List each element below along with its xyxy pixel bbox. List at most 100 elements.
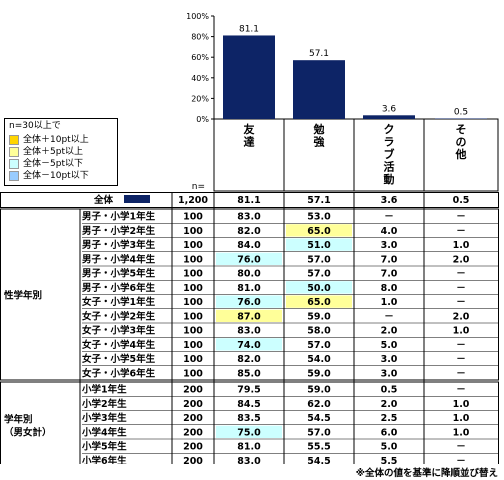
row-value: 76.0: [237, 254, 261, 265]
row-value: －: [384, 212, 394, 223]
bar-1: [293, 60, 345, 119]
bar-value-label: 81.1: [239, 24, 259, 34]
category-label: クラブ活動: [384, 123, 395, 186]
row-value: 54.0: [307, 354, 331, 365]
highlight-cell: [216, 425, 282, 438]
row-label: 女子・小学6年生: [82, 367, 156, 379]
bar-value-label: 0.5: [454, 107, 468, 117]
highlight-cell: [286, 281, 352, 294]
row-label: 小学1年生: [81, 384, 127, 396]
row-n: 100: [183, 368, 203, 379]
row-value: 51.0: [307, 240, 331, 251]
row-value: 57.0: [307, 269, 331, 280]
row-value: 5.0: [381, 340, 398, 351]
row-value: 74.0: [237, 340, 261, 351]
legend-swatch: [9, 171, 19, 181]
group-frame: [0, 381, 499, 464]
row-value: 65.0: [307, 297, 331, 308]
row-n: 100: [183, 254, 203, 265]
row-n: 100: [183, 269, 203, 280]
row-value: －: [456, 212, 466, 223]
row-value: 57.0: [307, 254, 331, 265]
category-label: 勉強: [313, 122, 325, 149]
row-value: 76.0: [237, 297, 261, 308]
row-label: 男子・小学4年生: [82, 253, 156, 265]
row-label: 男子・小学5年生: [82, 268, 156, 280]
row-label: 小学3年生: [81, 412, 127, 424]
group-frame: [0, 208, 499, 381]
row-label: 小学5年生: [81, 441, 127, 453]
row-value: 59.0: [307, 385, 331, 396]
total-value: 81.1: [237, 195, 260, 206]
row-value: －: [456, 456, 466, 464]
highlight-cell: [286, 238, 352, 251]
row-n: 100: [183, 226, 203, 237]
group-label: 学年別（男女計）: [4, 413, 52, 438]
row-value: 81.0: [237, 442, 261, 453]
category-label: 友達: [244, 122, 255, 149]
legend-item: 全体＋5pt以上: [5, 146, 117, 158]
row-label: 男子・小学6年生: [82, 282, 156, 294]
row-value: 7.0: [381, 269, 398, 280]
bar-0: [223, 35, 275, 120]
row-value: 65.0: [307, 226, 331, 237]
group-label: 性学年別: [4, 290, 42, 302]
row-label: 男子・小学3年生: [82, 239, 156, 251]
row-value: 59.0: [307, 368, 331, 379]
row-label: 小学4年生: [81, 426, 127, 438]
total-label: 全体: [93, 194, 114, 206]
n-header: n=: [192, 182, 205, 192]
legend-title: n=30以上で: [9, 121, 61, 131]
row-n: 100: [183, 311, 203, 322]
row-value: 54.5: [307, 456, 330, 464]
highlight-cell: [216, 252, 282, 265]
bar-value-label: 3.6: [382, 104, 397, 114]
row-label: 女子・小学5年生: [82, 353, 156, 365]
legend-item: 全体－10pt以下: [5, 170, 117, 182]
row-value: 5.5: [381, 456, 398, 464]
row-value: －: [456, 297, 466, 308]
row-n: 200: [183, 413, 203, 424]
row-value: 57.0: [307, 340, 331, 351]
row-n: 200: [183, 385, 203, 396]
row-value: 85.0: [237, 368, 261, 379]
total-value: 57.1: [307, 195, 330, 206]
row-value: 2.0: [453, 311, 470, 322]
row-label: 女子・小学2年生: [82, 310, 156, 322]
highlight-cell: [216, 338, 282, 351]
legend-label: 全体＋5pt以上: [23, 146, 83, 157]
y-tick-label: 80%: [191, 33, 209, 42]
row-value: －: [456, 368, 466, 379]
row-value: 5.0: [381, 442, 398, 453]
row-value: －: [384, 311, 394, 322]
row-value: 84.0: [237, 240, 261, 251]
row-value: 3.0: [381, 354, 398, 365]
row-value: 55.5: [307, 442, 330, 453]
row-value: －: [456, 442, 466, 453]
row-value: －: [456, 340, 466, 351]
row-n: 100: [183, 326, 203, 337]
row-n: 200: [183, 399, 203, 410]
bar-3: [435, 118, 487, 119]
row-value: 58.0: [307, 326, 331, 337]
row-value: 82.0: [237, 354, 261, 365]
row-value: 83.0: [237, 326, 261, 337]
row-value: 1.0: [453, 326, 470, 337]
row-value: 2.5: [381, 413, 398, 424]
row-value: －: [456, 283, 466, 294]
total-value: 0.5: [453, 195, 470, 206]
row-value: 83.0: [237, 456, 261, 464]
row-value: 82.0: [237, 226, 261, 237]
row-value: 84.5: [237, 399, 260, 410]
row-value: 83.0: [237, 212, 261, 223]
row-label: 男子・小学2年生: [82, 225, 156, 237]
total-value: 3.6: [381, 195, 398, 206]
row-value: 53.0: [307, 212, 331, 223]
row-n: 100: [183, 297, 203, 308]
row-label: 小学6年生: [81, 455, 127, 464]
row-value: 59.0: [307, 311, 331, 322]
row-n: 200: [183, 456, 203, 464]
category-header-frame: [213, 118, 499, 192]
y-tick-label: 20%: [191, 94, 209, 103]
row-value: 7.0: [381, 254, 398, 265]
